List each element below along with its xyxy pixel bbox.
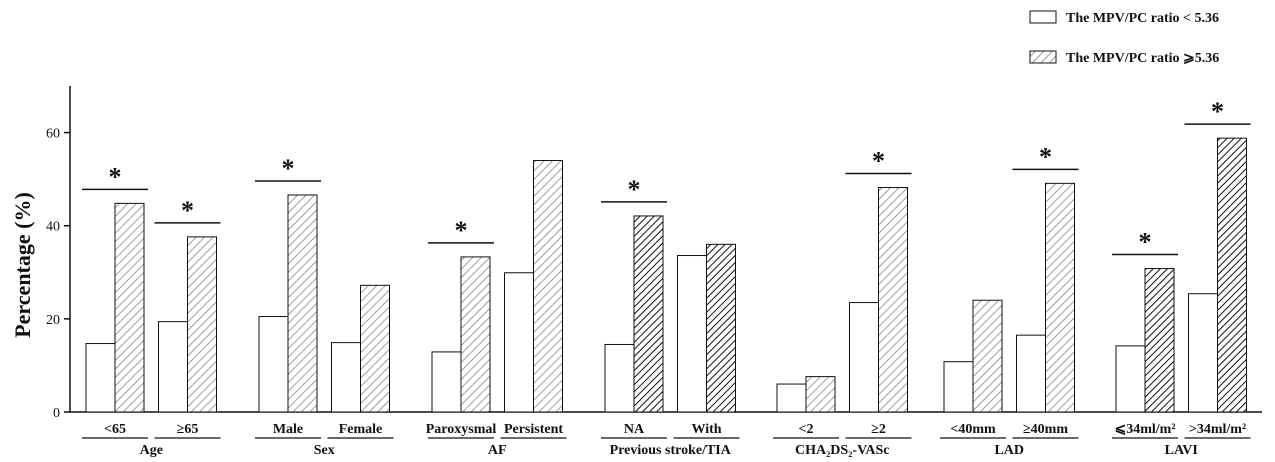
category-label: With: [691, 422, 721, 437]
category-label: <40mm: [950, 422, 996, 437]
group-label: AF: [488, 443, 507, 457]
bar-low-4-0: [776, 383, 807, 413]
category-label: ≥2: [871, 422, 886, 437]
bar-high-3-1: [706, 243, 736, 413]
category-label: <2: [799, 422, 814, 437]
bar-low-1-1: [331, 342, 361, 413]
bar-high-2-1: [533, 160, 563, 413]
y-tick-label: 40: [46, 220, 60, 235]
significance-star: *: [109, 162, 122, 191]
category-label: ⩽34ml/m²: [1114, 422, 1175, 437]
significance-star: *: [1039, 142, 1052, 171]
significance-star: *: [455, 216, 468, 245]
category-label: Persistent: [504, 422, 563, 437]
y-axis-title: Percentage (%): [10, 192, 35, 338]
legend-label-open: The MPV/PC ratio < 5.36: [1066, 11, 1219, 26]
bar-low-5-0: [943, 361, 974, 413]
group-label: Previous stroke/TIA: [610, 443, 732, 457]
group-label: Sex: [314, 443, 335, 457]
category-label: Female: [339, 422, 383, 437]
bar-low-3-0: [604, 343, 635, 413]
bar-low-5-1: [1016, 334, 1046, 413]
category-label: >34ml/m²: [1189, 422, 1246, 437]
significance-star: *: [628, 175, 641, 204]
significance-star: *: [1211, 97, 1224, 126]
significance-star: *: [181, 196, 194, 225]
bar-low-0-0: [85, 343, 116, 413]
bar-low-6-0: [1115, 345, 1146, 413]
legend-label-hatched: The MPV/PC ratio ⩾5.36: [1066, 51, 1219, 66]
legend-swatch-hatched: [1029, 50, 1057, 64]
bar-low-0-1: [158, 321, 188, 413]
significance-star: *: [1139, 228, 1152, 257]
bar-high-6-0: [1144, 268, 1175, 413]
bar-high-2-0: [460, 256, 491, 413]
category-label: <65: [104, 422, 126, 437]
category-label: NA: [624, 422, 645, 437]
y-tick-label: 60: [46, 127, 60, 142]
group-label: LAVI: [1165, 443, 1198, 457]
bar-high-4-1: [878, 187, 908, 413]
bar-high-0-1: [187, 236, 217, 413]
bar-low-2-1: [504, 272, 534, 413]
group-label: Age: [140, 443, 163, 457]
bar-low-4-1: [849, 302, 879, 413]
bar-low-3-1: [677, 255, 707, 413]
y-tick-label: 20: [46, 313, 60, 328]
significance-star: *: [872, 147, 885, 176]
bar-high-4-0: [805, 376, 836, 413]
category-label: Male: [273, 422, 303, 437]
significance-star: *: [282, 154, 295, 183]
bar-high-1-0: [287, 194, 318, 413]
bar-high-1-1: [360, 284, 390, 413]
bar-high-3-0: [633, 215, 664, 413]
y-tick-label: 0: [53, 406, 60, 421]
category-label: Paroxysmal: [426, 422, 497, 437]
bar-low-2-0: [431, 351, 462, 413]
group-label: CHA₂DS₂-VASc: [795, 443, 889, 457]
bar-high-5-1: [1045, 182, 1075, 413]
bar-low-6-1: [1188, 293, 1218, 413]
bar-low-1-0: [258, 316, 289, 413]
bar-high-0-0: [114, 202, 145, 413]
bar-high-5-0: [972, 299, 1003, 413]
group-label: LAD: [994, 443, 1024, 457]
bar-high-6-1: [1217, 137, 1247, 413]
category-label: ≥65: [177, 422, 199, 437]
legend-swatch-open: [1029, 10, 1057, 24]
category-label: ≥40mm: [1023, 422, 1068, 437]
